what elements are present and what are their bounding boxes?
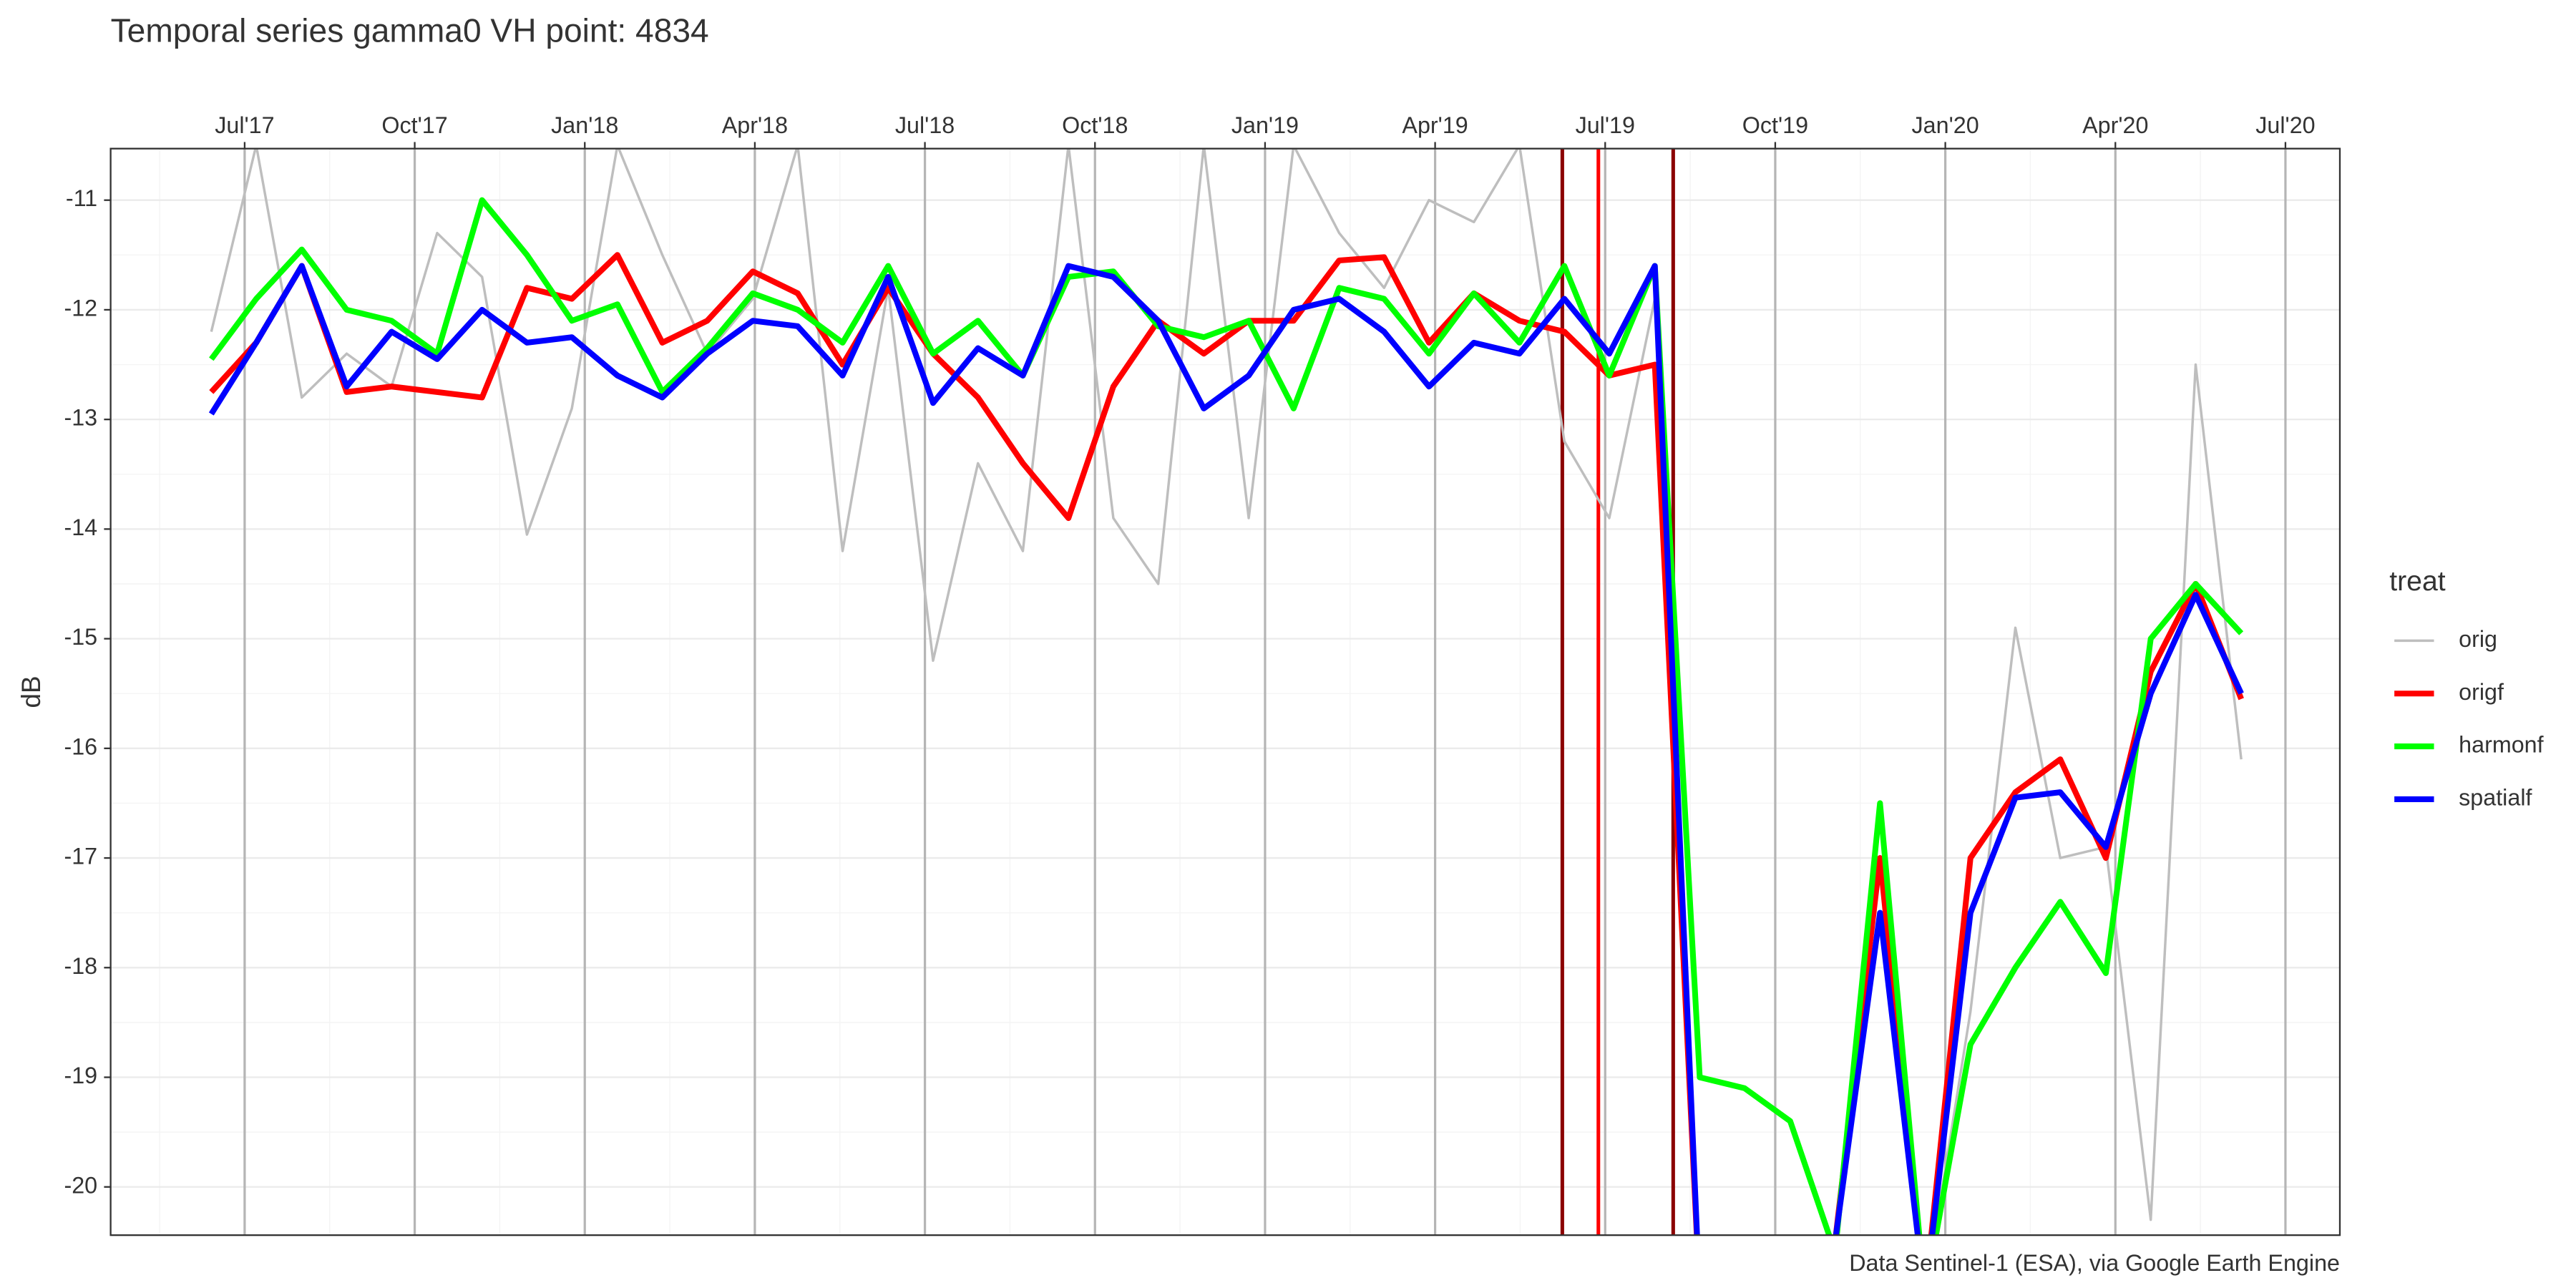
- x-tick-label: Jul'19: [1576, 112, 1635, 138]
- grid: [110, 148, 2340, 1236]
- x-tick-label: Jan'20: [1912, 112, 1979, 138]
- chart-title: Temporal series gamma0 VH point: 4834: [111, 11, 709, 49]
- y-tick-label: -13: [64, 405, 97, 431]
- legend-label: orig: [2459, 626, 2497, 652]
- plot-area: [208, 148, 2244, 1236]
- x-tick-label: Apr'20: [2082, 112, 2148, 138]
- y-tick-label: -17: [64, 844, 97, 869]
- y-tick-label: -12: [64, 295, 97, 321]
- panel-border: [109, 147, 2341, 1236]
- legend-title: treat: [2389, 565, 2446, 597]
- y-tick-label: -15: [64, 624, 97, 650]
- x-tick-label: Jul'18: [895, 112, 955, 138]
- y-tick-label: -16: [64, 733, 97, 759]
- x-tick-label: Oct'19: [1742, 112, 1808, 138]
- y-tick-label: -14: [64, 514, 97, 540]
- legend: orig origf harmonf spatialf: [2394, 626, 2545, 810]
- legend-label: spatialf: [2459, 784, 2532, 810]
- axes: -11 -12 -13 -14 -15 -16 -17 -18 -19 -20 Jul'17 Oct'…: [64, 112, 2315, 1198]
- caption: Data Sentinel-1 (ESA), via Google Earth …: [1849, 1250, 2340, 1276]
- y-tick-label: -11: [66, 185, 97, 211]
- x-tick-label: Jan'19: [1231, 112, 1299, 138]
- series-line: [208, 263, 2244, 1236]
- legend-label: origf: [2459, 679, 2504, 705]
- y-tick-label: -19: [64, 1063, 97, 1088]
- legend-label: harmonf: [2459, 732, 2545, 758]
- x-tick-label: Apr'18: [722, 112, 788, 138]
- x-tick-label: Oct'17: [381, 112, 447, 138]
- x-tick-label: Oct'18: [1062, 112, 1128, 138]
- x-tick-label: Jul'20: [2255, 112, 2315, 138]
- y-axis-label: dB: [16, 675, 46, 708]
- series-line: [209, 197, 2244, 1236]
- x-tick-label: Jul'17: [215, 112, 274, 138]
- x-tick-label: Apr'19: [1402, 112, 1468, 138]
- y-tick-label: -18: [64, 953, 97, 979]
- x-tick-label: Jan'18: [551, 112, 618, 138]
- y-tick-label: -20: [64, 1172, 97, 1198]
